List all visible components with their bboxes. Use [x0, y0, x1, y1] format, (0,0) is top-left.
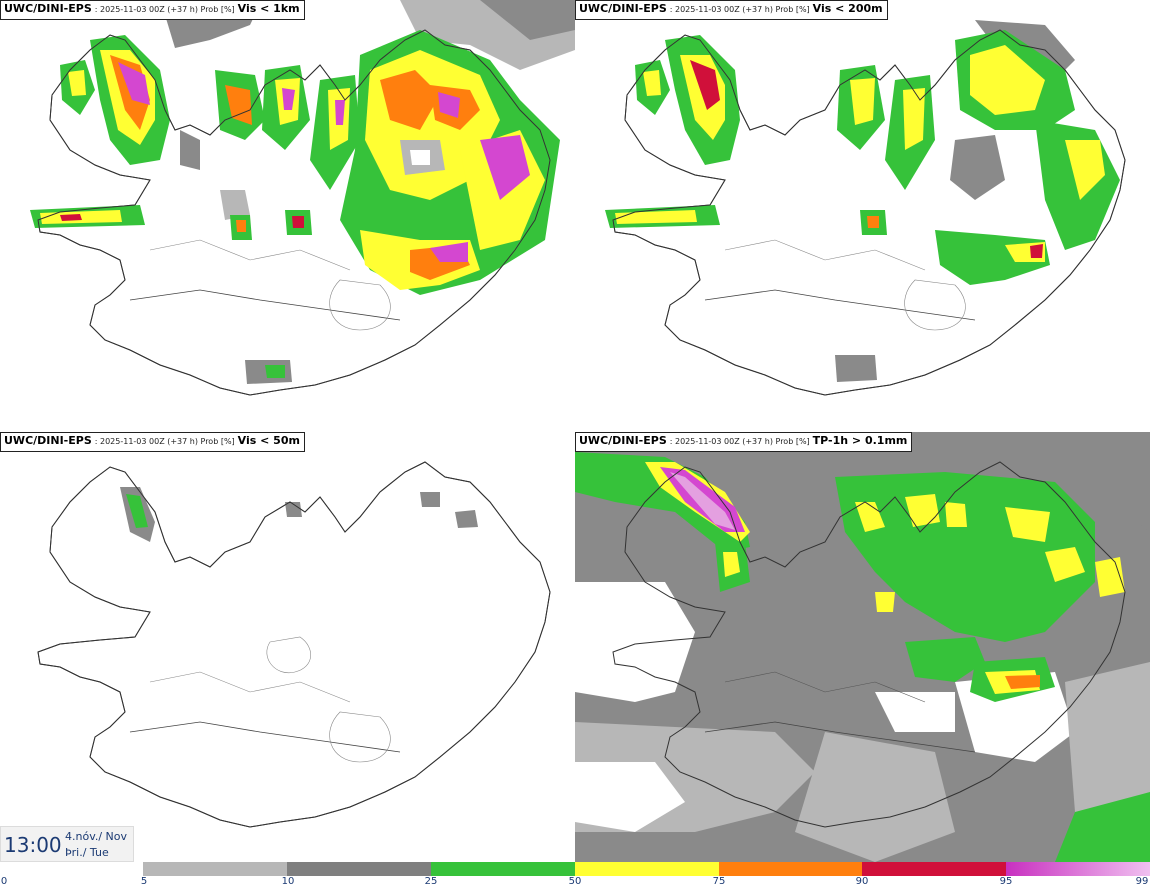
map-panel-precip: UWC/DINI-EPS: 2025-11-03 00Z (+37 h) Pro… [575, 432, 1150, 862]
map-precip [575, 432, 1150, 862]
valid-time-box: 13:00 4.nóv./ Nov Þri./ Tue [0, 826, 134, 862]
colorbar-tick: 95 [999, 876, 1013, 887]
colorbar-tick: 10 [281, 876, 295, 887]
valid-date-line2: Þri./ Tue [65, 846, 109, 859]
colorbar-segment-5 [719, 862, 862, 876]
colorbar-segment-7 [1006, 862, 1150, 876]
threshold-label: Vis < 1km [237, 2, 300, 15]
valid-time-clock: 13:00 [4, 833, 62, 857]
colorbar-tick: 90 [855, 876, 869, 887]
map-panel-vis-1km: UWC/DINI-EPS: 2025-11-03 00Z (+37 h) Pro… [0, 0, 575, 430]
colorbar-tick: 5 [140, 876, 148, 887]
threshold-label: Vis < 50m [237, 434, 300, 447]
run-info: : 2025-11-03 00Z (+37 h) Prob [%] [669, 5, 810, 14]
colorbar-tick: 50 [568, 876, 582, 887]
model-name: UWC/DINI-EPS [4, 2, 92, 15]
colorbar-segment-4 [575, 862, 719, 876]
map-vis-50m [37, 461, 551, 828]
colorbar-segment-2 [287, 862, 431, 876]
map-panel-vis-50m: UWC/DINI-EPS: 2025-11-03 00Z (+37 h) Pro… [0, 432, 575, 862]
model-name: UWC/DINI-EPS [579, 2, 667, 15]
map-vis-1km [30, 0, 575, 396]
valid-date-line1: 4.nóv./ Nov [65, 830, 128, 843]
colorbar-segment-0 [0, 862, 143, 876]
colorbar-tick: 25 [424, 876, 438, 887]
colorbar-tick: 99 [1135, 876, 1149, 887]
map-vis-200m [605, 20, 1126, 396]
panel-title: UWC/DINI-EPS: 2025-11-03 00Z (+37 h) Pro… [575, 0, 888, 20]
model-name: UWC/DINI-EPS [4, 434, 92, 447]
panel-title: UWC/DINI-EPS: 2025-11-03 00Z (+37 h) Pro… [575, 432, 913, 452]
threshold-label: TP-1h > 0.1mm [812, 434, 908, 447]
run-info: : 2025-11-03 00Z (+37 h) Prob [%] [94, 5, 235, 14]
panel-title: UWC/DINI-EPS: 2025-11-03 00Z (+37 h) Pro… [0, 0, 305, 20]
threshold-label: Vis < 200m [812, 2, 883, 15]
colorbar-legend: 0 5 10 25 50 75 90 95 99 [0, 862, 1150, 891]
colorbar-tick: 0 [0, 876, 8, 887]
colorbar-segment-6 [862, 862, 1006, 876]
colorbar-segment-3 [431, 862, 575, 876]
model-name: UWC/DINI-EPS [579, 434, 667, 447]
run-info: : 2025-11-03 00Z (+37 h) Prob [%] [669, 437, 810, 446]
colorbar-segment-1 [143, 862, 287, 876]
map-panel-vis-200m: UWC/DINI-EPS: 2025-11-03 00Z (+37 h) Pro… [575, 0, 1150, 430]
panel-title: UWC/DINI-EPS: 2025-11-03 00Z (+37 h) Pro… [0, 432, 305, 452]
colorbar-tick: 75 [712, 876, 726, 887]
run-info: : 2025-11-03 00Z (+37 h) Prob [%] [94, 437, 235, 446]
